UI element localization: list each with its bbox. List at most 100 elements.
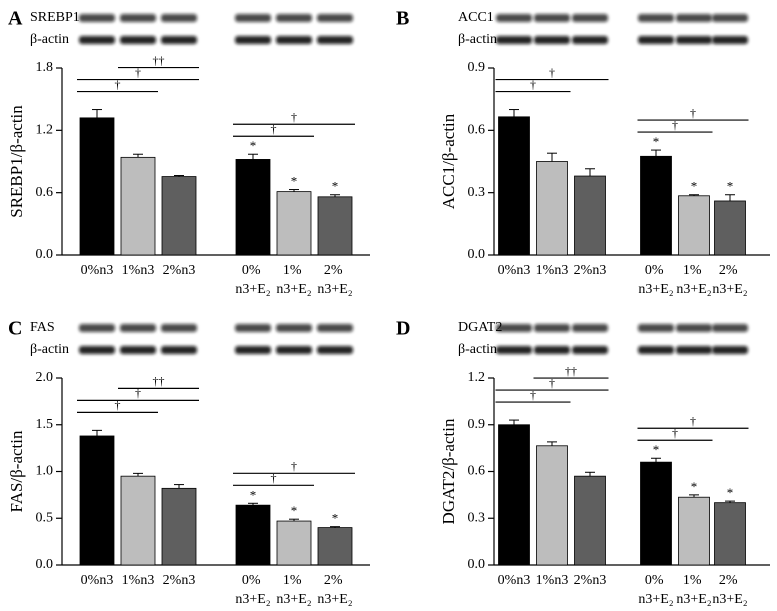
blot-label: DGAT2 bbox=[458, 320, 502, 335]
y-tick-label: 0.6 bbox=[468, 123, 486, 138]
comparison-label: † bbox=[291, 110, 297, 124]
blot-label: β-actin bbox=[30, 32, 69, 47]
x-tick-label: 1% n3+E₂ bbox=[676, 573, 711, 607]
panel-letter: A bbox=[8, 8, 23, 30]
blot-band bbox=[572, 324, 608, 332]
panel-letter: B bbox=[396, 8, 409, 30]
blot-band bbox=[317, 14, 353, 22]
comparison-label: † bbox=[135, 65, 141, 79]
bar bbox=[120, 156, 156, 256]
blot-band bbox=[712, 14, 748, 22]
blot-band bbox=[161, 346, 197, 354]
comparison-label: † bbox=[271, 471, 277, 485]
x-tick-label: 2%n3 bbox=[574, 573, 607, 588]
bar bbox=[317, 527, 353, 566]
blot-band bbox=[638, 324, 674, 332]
x-tick-label: 0% n3+E₂ bbox=[638, 573, 673, 607]
x-tick-label: 2% n3+E₂ bbox=[317, 263, 352, 297]
x-tick-label: 1% n3+E₂ bbox=[676, 263, 711, 297]
x-tick-label: 0%n3 bbox=[498, 263, 531, 278]
x-tick-label: 1%n3 bbox=[536, 263, 569, 278]
blot-band bbox=[496, 36, 532, 44]
y-axis-label: SREBP1/β-actin bbox=[7, 105, 26, 218]
significance-marker: * bbox=[250, 487, 257, 502]
blot-band bbox=[712, 346, 748, 354]
y-tick-label: 2.0 bbox=[36, 370, 54, 385]
blot-band bbox=[79, 346, 115, 354]
x-tick-label: 0% n3+E₂ bbox=[235, 263, 270, 297]
bar bbox=[498, 116, 530, 256]
comparison-label: † bbox=[549, 376, 555, 390]
bar bbox=[714, 502, 746, 566]
blot-band bbox=[235, 36, 271, 44]
blot-band bbox=[572, 346, 608, 354]
blot-band bbox=[496, 346, 532, 354]
y-tick-label: 1.2 bbox=[36, 123, 54, 138]
y-tick-label: 0.0 bbox=[468, 247, 486, 262]
bar bbox=[161, 487, 197, 566]
bar bbox=[120, 475, 156, 566]
y-tick-label: 0.9 bbox=[468, 60, 486, 75]
x-tick-label: 0% n3+E₂ bbox=[638, 263, 673, 297]
x-tick-label: 0%n3 bbox=[81, 263, 114, 278]
blot-band bbox=[317, 36, 353, 44]
comparison-label: †† bbox=[153, 53, 165, 67]
x-tick-label: 1%n3 bbox=[122, 573, 155, 588]
blot-band bbox=[79, 14, 115, 22]
comparison-label: † bbox=[549, 65, 555, 79]
blot-band bbox=[161, 324, 197, 332]
blot-band bbox=[712, 36, 748, 44]
blot-band bbox=[572, 36, 608, 44]
bar bbox=[640, 461, 672, 566]
y-tick-label: 1.2 bbox=[468, 370, 486, 385]
x-tick-label: 0%n3 bbox=[81, 573, 114, 588]
significance-marker: * bbox=[653, 442, 660, 457]
comparison-label: † bbox=[115, 77, 121, 91]
blot-band bbox=[496, 14, 532, 22]
bar bbox=[536, 445, 568, 566]
y-tick-label: 1.5 bbox=[36, 417, 54, 432]
blot-band bbox=[676, 14, 712, 22]
x-tick-label: 1% n3+E₂ bbox=[276, 263, 311, 297]
bar bbox=[235, 504, 271, 566]
comparison-label: † bbox=[135, 386, 141, 400]
x-tick-label: 2% n3+E₂ bbox=[317, 573, 352, 607]
bar bbox=[574, 175, 606, 256]
bar bbox=[235, 159, 271, 256]
bar bbox=[317, 196, 353, 256]
x-tick-label: 2%n3 bbox=[163, 263, 196, 278]
blot-band bbox=[317, 324, 353, 332]
blot-band bbox=[79, 324, 115, 332]
blot-band bbox=[161, 14, 197, 22]
x-tick-label: 2% n3+E₂ bbox=[712, 263, 747, 297]
blot-label: β-actin bbox=[458, 32, 497, 47]
bar bbox=[79, 117, 115, 256]
x-tick-label: 2% n3+E₂ bbox=[712, 573, 747, 607]
blot-band bbox=[572, 14, 608, 22]
panel-letter: C bbox=[8, 318, 22, 340]
x-tick-label: 1% n3+E₂ bbox=[276, 573, 311, 607]
bar bbox=[536, 161, 568, 256]
significance-marker: * bbox=[691, 179, 698, 194]
blot-band bbox=[676, 324, 712, 332]
x-tick-label: 2%n3 bbox=[574, 263, 607, 278]
significance-marker: * bbox=[332, 179, 339, 194]
x-tick-label: 2%n3 bbox=[163, 573, 196, 588]
comparison-label: † bbox=[672, 426, 678, 440]
blot-band bbox=[534, 324, 570, 332]
blot-band bbox=[676, 36, 712, 44]
y-tick-label: 1.0 bbox=[36, 464, 54, 479]
blot-band bbox=[120, 324, 156, 332]
comparison-label: † bbox=[530, 388, 536, 402]
y-axis-label: DGAT2/β-actin bbox=[439, 418, 458, 524]
x-tick-label: 0% n3+E₂ bbox=[235, 573, 270, 607]
blot-band bbox=[235, 14, 271, 22]
blot-label: β-actin bbox=[30, 342, 69, 357]
bar bbox=[276, 191, 312, 256]
significance-marker: * bbox=[250, 138, 257, 153]
significance-marker: * bbox=[653, 134, 660, 149]
blot-band bbox=[534, 346, 570, 354]
y-tick-label: 0.3 bbox=[468, 185, 486, 200]
comparison-label: † bbox=[115, 398, 121, 412]
